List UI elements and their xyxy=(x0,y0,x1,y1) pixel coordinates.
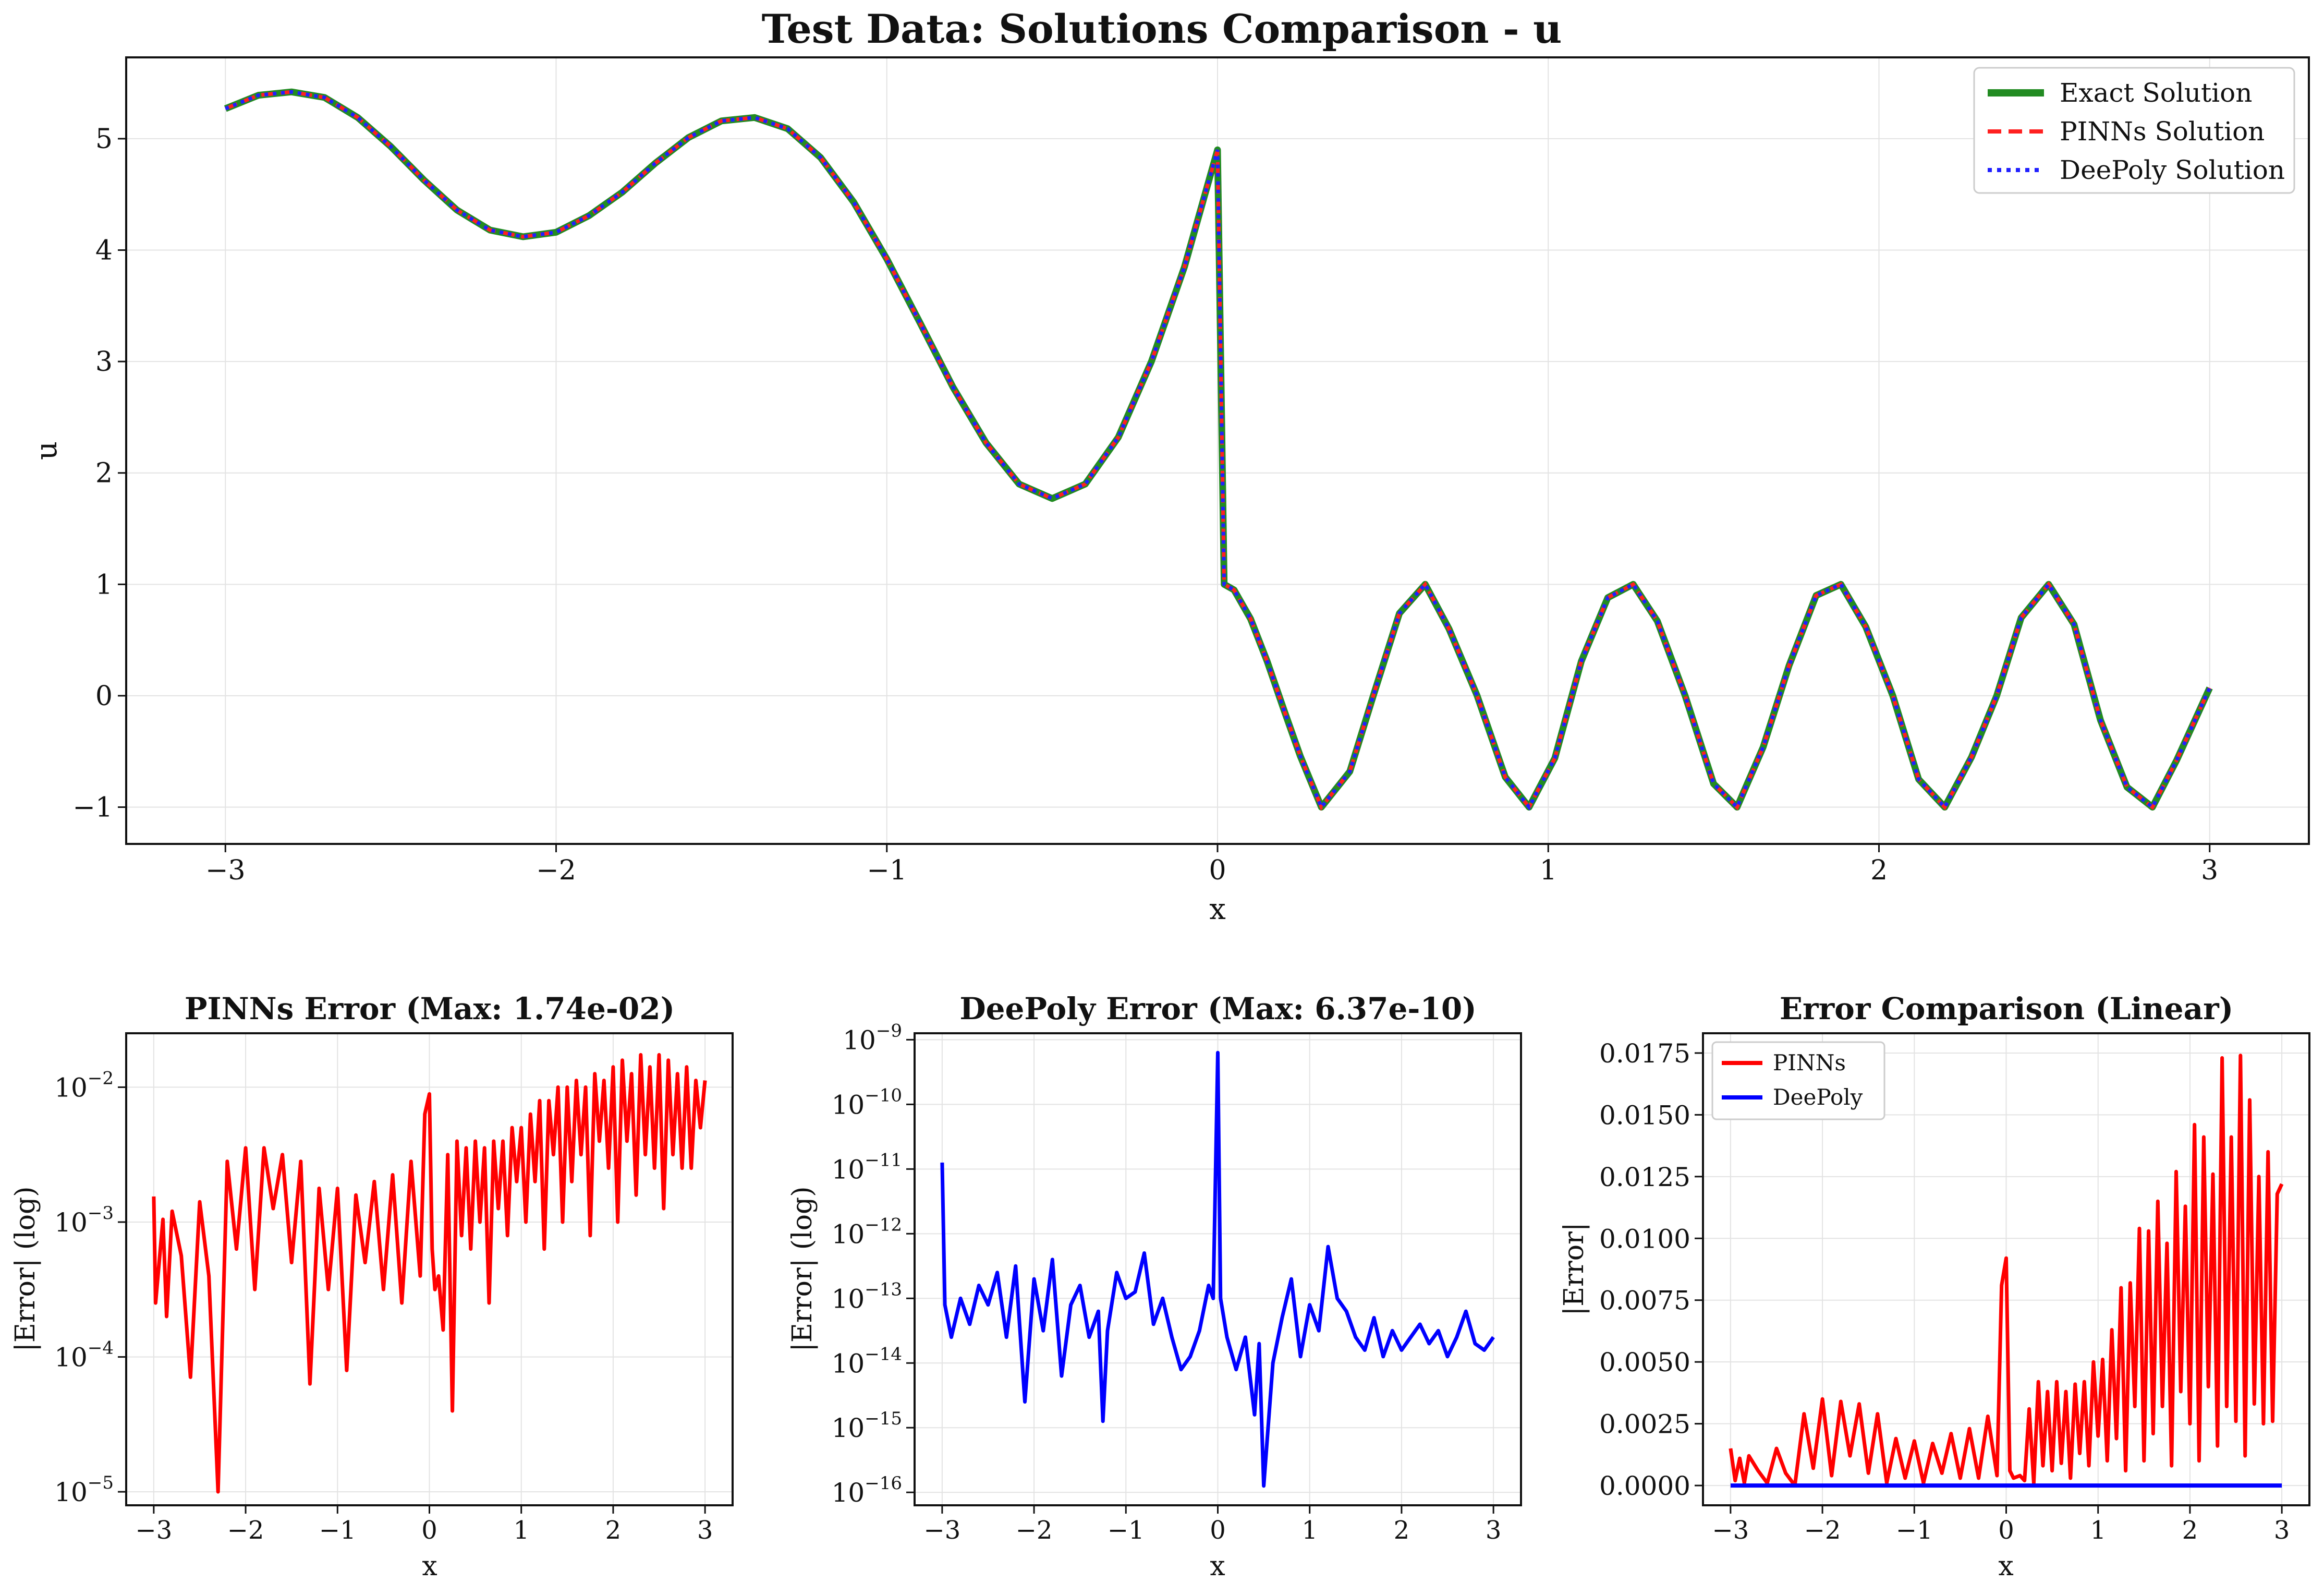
deepoly-error-y-tick-label: 10−9 xyxy=(843,1020,902,1055)
error-comparison-y-tick-label: 0.0125 xyxy=(1599,1162,1690,1192)
pinns-error-y-label: |Error| (log) xyxy=(10,1186,41,1351)
error-comparison-y-label: |Error| xyxy=(1559,1223,1590,1316)
deepoly-error-gridlines xyxy=(915,1033,1521,1505)
main-y-tick-label: 3 xyxy=(95,346,113,378)
error-comparison-x-tick-label: 2 xyxy=(2182,1516,2198,1545)
deepoly-error-x-tick-label: 1 xyxy=(1301,1516,1318,1545)
error-comparison-y-tick-label: 0.0150 xyxy=(1599,1100,1690,1130)
error-comparison-y-tick-label: 0.0100 xyxy=(1599,1224,1690,1254)
deepoly-error-x-tick-label: 3 xyxy=(1486,1516,1502,1545)
comparison-legend-deepoly-label: DeePoly xyxy=(1773,1084,1863,1110)
pinns-error-chart: PINNs Error (Max: 1.74e-02) x |Error| (l… xyxy=(10,991,734,1582)
deepoly-error-y-tick-label: 10−11 xyxy=(832,1150,902,1185)
main-chart-title: Test Data: Solutions Comparison - u xyxy=(762,6,1562,52)
error-comparison-chart: Error Comparison (Linear) x |Error| −3 −2… xyxy=(1559,991,2310,1582)
deepoly-error-y-label: |Error| (log) xyxy=(787,1186,818,1351)
comparison-legend: PINNs DeePoly xyxy=(1711,1041,1885,1120)
main-x-tick-label: 3 xyxy=(2201,855,2218,886)
main-y-tick-label: 4 xyxy=(95,235,113,267)
main-y-tick-label: 1 xyxy=(95,569,113,600)
error-comparison-x-label: x xyxy=(1998,1551,2013,1582)
pinns-error-x-tick-label: 3 xyxy=(697,1516,713,1545)
error-comparison-x-tick-label: −1 xyxy=(1896,1516,1933,1545)
pinns-error-x-tick-label: 2 xyxy=(605,1516,622,1545)
error-comparison-x-tick-label: −2 xyxy=(1804,1516,1841,1545)
pinns-error-y-ticks: 10−5 10−4 10−3 10−2 xyxy=(54,1068,126,1507)
error-comparison-y-tick-label: 0.0175 xyxy=(1599,1038,1690,1069)
pinns-error-y-tick-label: 10−3 xyxy=(54,1203,114,1238)
main-legend: Exact Solution PINNs Solution DeePoly So… xyxy=(1973,67,2295,194)
pinns-error-x-tick-label: −2 xyxy=(227,1516,264,1545)
deepoly-error-x-tick-label: −2 xyxy=(1016,1516,1053,1545)
error-comparison-y-ticks: 0.0000 0.0025 0.0050 0.0075 0.0100 0.0125 0.01… xyxy=(1599,1038,1703,1501)
error-comparison-title: Error Comparison (Linear) xyxy=(1780,991,2233,1026)
error-comparison-y-tick-label: 0.0075 xyxy=(1599,1286,1690,1316)
deepoly-error-title: DeePoly Error (Max: 6.37e-10) xyxy=(959,991,1476,1026)
comparison-pinns-line xyxy=(1729,1054,2284,1488)
deepoly-error-line xyxy=(940,1050,1495,1488)
main-y-tick-label: −1 xyxy=(72,792,113,824)
pinns-error-x-tick-label: 0 xyxy=(421,1516,437,1545)
pinns-error-x-tick-label: −3 xyxy=(135,1516,172,1545)
deepoly-error-y-tick-label: 10−12 xyxy=(832,1214,902,1249)
deepoly-error-plot-area xyxy=(915,1033,1521,1505)
pinns-error-y-tick-label: 10−5 xyxy=(54,1472,114,1507)
main-x-axis-label: x xyxy=(1209,892,1226,926)
main-y-axis-label: u xyxy=(30,441,64,460)
deepoly-error-x-tick-label: 2 xyxy=(1394,1516,1410,1545)
pinns-error-x-tick-label: −1 xyxy=(319,1516,356,1545)
pinns-error-line xyxy=(152,1053,707,1494)
deepoly-error-x-tick-label: −1 xyxy=(1108,1516,1145,1545)
deepoly-error-x-ticks: −3 −2 −1 0 1 2 3 xyxy=(923,1505,1501,1545)
pinns-error-x-tick-label: 1 xyxy=(513,1516,529,1545)
deepoly-error-x-tick-label: 0 xyxy=(1210,1516,1226,1545)
error-comparison-x-tick-label: 3 xyxy=(2274,1516,2290,1545)
error-comparison-y-tick-label: 0.0000 xyxy=(1599,1471,1690,1501)
error-comparison-y-tick-label: 0.0050 xyxy=(1599,1347,1690,1378)
main-x-tick-label: 1 xyxy=(1540,855,1557,886)
error-comparison-x-tick-label: 1 xyxy=(2090,1516,2106,1545)
pinns-error-y-tick-label: 10−2 xyxy=(54,1068,114,1103)
pinns-error-plot-area xyxy=(126,1033,733,1505)
error-comparison-x-tick-label: −3 xyxy=(1712,1516,1749,1545)
main-x-tick-label: −1 xyxy=(867,855,907,886)
main-solution-chart: Test Data: Solutions Comparison - u x u … xyxy=(30,6,2310,926)
deepoly-error-y-tick-label: 10−10 xyxy=(832,1085,902,1120)
main-y-tick-label: 0 xyxy=(95,681,113,712)
main-y-tick-label: 2 xyxy=(95,458,113,489)
main-y-ticks: −1 0 1 2 3 4 5 xyxy=(72,124,126,824)
main-y-tick-label: 5 xyxy=(95,124,113,155)
comparison-legend-pinns-label: PINNs xyxy=(1773,1050,1846,1076)
pinns-error-title: PINNs Error (Max: 1.74e-02) xyxy=(185,991,675,1026)
main-x-tick-label: 0 xyxy=(1209,855,1226,886)
legend-deepoly-label: DeePoly Solution xyxy=(2060,155,2285,185)
deepoly-error-chart: DeePoly Error (Max: 6.37e-10) x |Error| … xyxy=(787,991,1522,1582)
deepoly-error-y-tick-label: 10−15 xyxy=(832,1408,902,1443)
legend-exact-label: Exact Solution xyxy=(2060,78,2252,108)
deepoly-error-x-label: x xyxy=(1210,1551,1225,1582)
deepoly-error-y-tick-label: 10−16 xyxy=(832,1473,902,1508)
pinns-error-x-label: x xyxy=(422,1551,437,1582)
pinns-error-x-ticks: −3 −2 −1 0 1 2 3 xyxy=(135,1505,713,1545)
main-x-tick-label: 2 xyxy=(1870,855,1888,886)
pinns-error-y-tick-label: 10−4 xyxy=(54,1338,114,1373)
main-x-tick-label: −3 xyxy=(205,855,246,886)
deepoly-error-y-tick-label: 10−14 xyxy=(832,1344,902,1379)
deepoly-error-x-tick-label: −3 xyxy=(923,1516,960,1545)
deepoly-error-y-tick-label: 10−13 xyxy=(832,1279,902,1314)
deepoly-solution-line xyxy=(224,90,2211,811)
main-plot-area xyxy=(126,57,2309,844)
main-x-ticks: −3 −2 −1 0 1 2 3 xyxy=(205,844,2218,886)
error-comparison-x-tick-label: 0 xyxy=(1998,1516,2014,1545)
error-comparison-x-ticks: −3 −2 −1 0 1 2 3 xyxy=(1712,1505,2290,1545)
main-x-tick-label: −2 xyxy=(536,855,576,886)
legend-pinns-label: PINNs Solution xyxy=(2060,116,2265,147)
deepoly-error-y-ticks: 10−16 10−15 10−14 10−13 10−12 10−11 10−10 10−9 xyxy=(832,1020,915,1508)
error-comparison-y-tick-label: 0.0025 xyxy=(1599,1409,1690,1440)
